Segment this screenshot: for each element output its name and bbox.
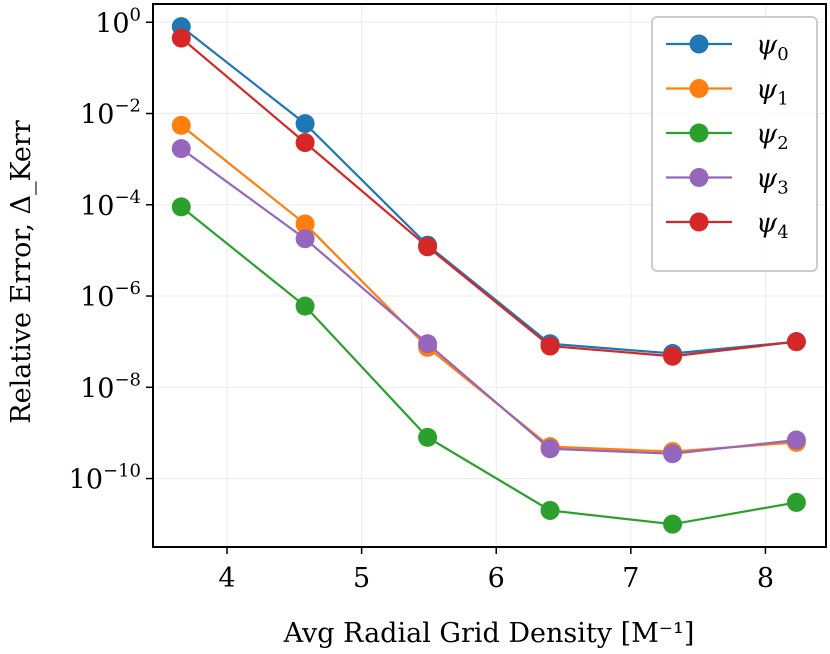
data-point-ψ4 [663, 346, 683, 366]
x-tick-label: 5 [353, 563, 370, 594]
legend-label-ψ1: ψ1 [756, 75, 789, 110]
data-point-ψ3 [295, 229, 315, 249]
legend-marker-ψ2 [689, 123, 709, 143]
legend-label-ψ3: ψ3 [756, 164, 789, 199]
y-tick-label: 10−6 [80, 278, 141, 313]
data-point-ψ4 [540, 336, 560, 356]
x-tick-label: 7 [622, 563, 639, 594]
legend-label-ψ2: ψ2 [756, 119, 789, 154]
y-tick-label: 10−4 [80, 187, 141, 222]
data-point-ψ2 [295, 296, 315, 316]
plot-frame [152, 3, 827, 548]
legend-label-ψ0: ψ0 [756, 30, 789, 65]
y-tick-label: 10−2 [80, 96, 141, 131]
data-point-ψ3 [418, 334, 438, 354]
y-axis-title-main: Relative Error, Δ_Kerr [6, 120, 37, 424]
data-point-ψ4 [418, 237, 438, 257]
x-axis-title-main: Avg Radial Grid Density [M⁻¹] [283, 618, 695, 649]
legend-label-ψ4: ψ4 [756, 208, 789, 243]
legend-marker-ψ1 [689, 79, 709, 98]
data-point-ψ1 [171, 115, 191, 135]
legend-marker-ψ0 [689, 34, 709, 54]
data-point-ψ2 [663, 514, 683, 534]
series-line-ψ4 [180, 37, 797, 358]
series-line-ψ3 [180, 147, 797, 455]
legend: ψ0 ψ1 ψ2 ψ3 ψ4 [651, 16, 818, 272]
data-point-ψ1 [295, 214, 315, 234]
series-line-ψ0 [180, 25, 797, 355]
series-line-ψ2 [180, 206, 797, 526]
x-tick-label: 4 [218, 563, 235, 594]
y-axis-title: Relative Error, Δ_Kerr [6, 120, 37, 424]
data-point-ψ3 [540, 439, 560, 459]
data-point-ψ0 [295, 114, 315, 134]
y-tick-label: 10−8 [80, 369, 141, 404]
data-point-ψ4 [786, 332, 806, 352]
x-tick-label: 8 [757, 563, 774, 594]
data-point-ψ2 [418, 427, 438, 447]
data-point-ψ3 [663, 444, 683, 464]
data-point-ψ2 [786, 492, 806, 512]
data-point-ψ4 [171, 28, 191, 48]
y-tick-label: 10−10 [69, 461, 141, 496]
legend-marker-ψ3 [689, 168, 709, 187]
legend-marker-ψ4 [689, 212, 709, 232]
x-tick-label: 6 [488, 563, 505, 594]
data-point-ψ2 [540, 500, 560, 520]
data-point-ψ2 [171, 197, 191, 217]
data-point-ψ4 [295, 133, 315, 153]
legend-box [651, 16, 818, 272]
data-point-ψ3 [171, 139, 191, 159]
series-layer [171, 17, 806, 534]
ticks: 4 5 6 7 8 100 10−2 10−4 10−6 10−8 10−10 [69, 4, 774, 594]
x-axis-title: Avg Radial Grid Density [M⁻¹] [283, 618, 695, 649]
data-point-ψ3 [786, 430, 806, 450]
y-tick-label: 100 [95, 4, 141, 39]
